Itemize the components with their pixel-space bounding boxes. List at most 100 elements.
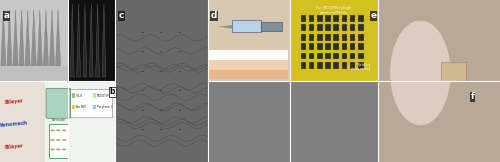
Circle shape [142, 71, 144, 72]
Polygon shape [50, 10, 54, 69]
Bar [358, 15, 364, 22]
Text: b: b [110, 87, 115, 97]
Circle shape [178, 90, 181, 91]
Polygon shape [13, 10, 18, 69]
Bar [300, 43, 306, 50]
Bar [115, 0, 208, 162]
Bar [334, 53, 339, 59]
Text: Bilayer: Bilayer [4, 98, 23, 105]
Bar [209, 50, 288, 60]
Bar [72, 105, 75, 109]
Circle shape [178, 129, 181, 130]
Bar [209, 70, 288, 79]
Bar [92, 93, 96, 98]
Circle shape [56, 139, 60, 141]
Text: a: a [4, 11, 10, 20]
Text: Bilayer: Bilayer [4, 143, 23, 150]
Polygon shape [43, 10, 49, 69]
Bar [261, 22, 282, 31]
Bar [92, 105, 96, 109]
Text: Electrode: Electrode [52, 118, 66, 122]
Polygon shape [19, 10, 24, 69]
Circle shape [50, 130, 54, 131]
Circle shape [160, 32, 162, 33]
Bar [70, 89, 112, 117]
Bar [334, 62, 339, 69]
Bar [358, 34, 364, 40]
Bar [342, 53, 347, 59]
Bar [350, 24, 356, 31]
Circle shape [62, 139, 66, 141]
Bar [342, 15, 347, 22]
Bar [317, 15, 322, 22]
Circle shape [160, 90, 162, 91]
Bar [308, 15, 314, 22]
Bar [350, 34, 356, 40]
Bar [300, 15, 306, 22]
Text: d: d [211, 11, 218, 20]
Bar [300, 62, 306, 69]
Circle shape [142, 90, 144, 91]
Bar [325, 24, 331, 31]
Circle shape [142, 129, 144, 130]
Bar [334, 24, 339, 31]
Bar [342, 24, 347, 31]
Circle shape [50, 149, 54, 150]
Bar [0, 66, 68, 81]
Polygon shape [83, 4, 87, 77]
Bar [325, 15, 331, 22]
Bar [0, 0, 68, 81]
Text: e: e [370, 11, 376, 20]
Bar [208, 81, 378, 162]
Text: Pure PEDOT:PSS hydrogel
pattern on PES film: Pure PEDOT:PSS hydrogel pattern on PES f… [316, 6, 352, 15]
Polygon shape [31, 10, 36, 69]
Bar [358, 43, 364, 50]
Bar [325, 62, 331, 69]
Polygon shape [7, 10, 12, 69]
Circle shape [56, 130, 60, 131]
Text: Parylene C: Parylene C [97, 105, 113, 109]
Bar [308, 53, 314, 59]
Bar [308, 43, 314, 50]
Bar [317, 62, 322, 69]
Ellipse shape [390, 20, 451, 126]
Polygon shape [96, 4, 100, 77]
Polygon shape [37, 10, 43, 69]
Bar [68, 0, 115, 81]
Bar [334, 34, 339, 40]
Bar [308, 24, 314, 31]
Bar [325, 43, 331, 50]
Polygon shape [56, 10, 61, 69]
Bar [441, 62, 466, 81]
Bar [208, 0, 290, 81]
FancyBboxPatch shape [46, 88, 70, 118]
Bar [232, 20, 261, 32]
Polygon shape [218, 25, 232, 28]
Text: Au NM: Au NM [76, 105, 86, 109]
Bar [378, 0, 500, 162]
Bar [45, 81, 115, 162]
Bar [300, 53, 306, 59]
Text: PEDOT:PSS: PEDOT:PSS [97, 94, 113, 98]
Bar [325, 34, 331, 40]
Circle shape [50, 139, 54, 141]
Text: Nanomesh: Nanomesh [0, 120, 28, 128]
Bar [209, 60, 288, 70]
Bar [317, 24, 322, 31]
Bar [350, 62, 356, 69]
Bar [342, 34, 347, 40]
Circle shape [160, 129, 162, 130]
Bar [300, 24, 306, 31]
Bar [334, 43, 339, 50]
Polygon shape [25, 10, 30, 69]
Bar [334, 15, 339, 22]
Bar [300, 34, 306, 40]
Circle shape [160, 71, 162, 72]
Circle shape [62, 149, 66, 150]
Bar [358, 62, 364, 69]
Bar [342, 62, 347, 69]
Bar [358, 53, 364, 59]
Text: c: c [118, 11, 124, 20]
Bar [317, 53, 322, 59]
Circle shape [178, 71, 181, 72]
